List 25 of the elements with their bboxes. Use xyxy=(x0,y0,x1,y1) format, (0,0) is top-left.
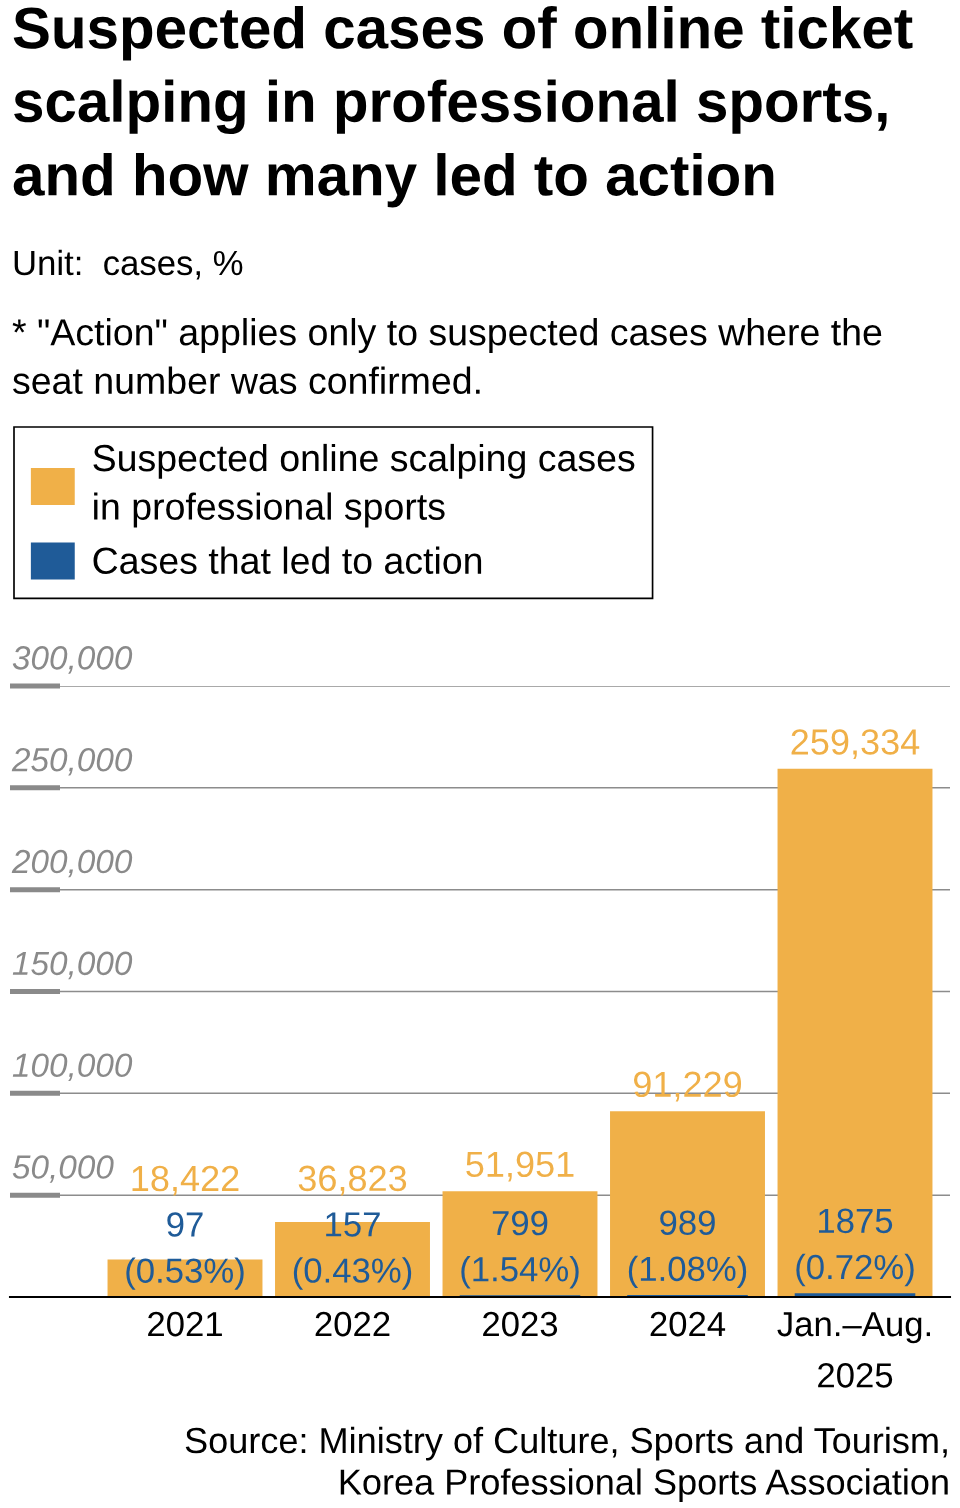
x-tick-label: Jan.–Aug. 2025 xyxy=(777,1312,931,1388)
y-tick-label: 200,000 xyxy=(11,849,133,878)
y-tick-label: 250,000 xyxy=(11,747,133,776)
data-label: 18,422 xyxy=(132,1165,239,1196)
y-tick-label: 300,000 xyxy=(12,646,133,674)
data-label: 989 (1.08%) xyxy=(628,1210,747,1289)
x-tick-label: 2022 xyxy=(315,1311,390,1337)
x-tick-label: 2024 xyxy=(650,1311,726,1337)
x-tick-label: 2023 xyxy=(483,1311,558,1337)
data-label: 97 (0.53%) xyxy=(126,1212,244,1290)
chart-title: Suspected cases of online ticket scalping in professional sports, and how many led to action xyxy=(13,6,913,208)
legend-label: Cases that led to action xyxy=(93,546,482,575)
data-label: 259,334 xyxy=(791,729,920,760)
data-label: 51,951 xyxy=(466,1151,574,1182)
data-label: 36,823 xyxy=(298,1165,407,1196)
chart-subtitle: Unit: cases, % xyxy=(14,249,243,280)
legend-label: Suspected online scalping cases in professional sports xyxy=(93,443,635,528)
source-note: Source: Ministry of Culture, Sports and Tourism, Korea Professional Sports Association xyxy=(185,1426,948,1502)
data-label: 799 (1.54%) xyxy=(461,1210,579,1289)
data-label: 1875 (0.72%) xyxy=(796,1208,914,1287)
y-tick-label: 50,000 xyxy=(12,1155,114,1183)
y-tick-label: 100,000 xyxy=(12,1053,133,1081)
text: * "Action" applies only to suspected cases where the seat number was confirmed. xyxy=(12,318,882,395)
x-tick-label: 2021 xyxy=(148,1311,222,1337)
y-tick-label: 150,000 xyxy=(12,951,133,980)
